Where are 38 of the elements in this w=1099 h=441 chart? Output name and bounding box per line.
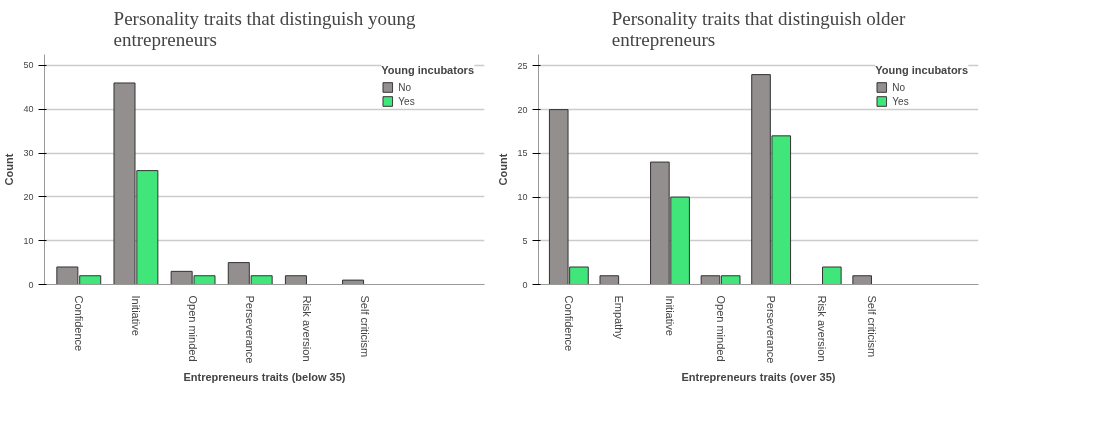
x-axis-title: Entrepreneurs traits (over 35)	[681, 371, 836, 384]
y-tick-label: 0	[522, 279, 528, 290]
y-tick-label: 40	[23, 104, 34, 115]
y-tick-label: 5	[522, 235, 528, 246]
y-tick-label: 50	[23, 60, 34, 71]
legend-label: No	[892, 81, 907, 93]
y-axis-title: Count	[3, 153, 16, 186]
y-tick-label: 20	[517, 104, 528, 115]
x-tick-label: Self criticism	[358, 295, 371, 358]
y-tick-label: 10	[517, 192, 528, 203]
chart-title: Personality traits that distinguish young entrepreneurs	[113, 7, 416, 50]
y-tick-label: 30	[23, 148, 34, 159]
legend-label: Yes	[892, 95, 910, 107]
y-tick-label: 10	[23, 235, 34, 246]
x-tick-label: Initiative	[129, 295, 142, 336]
legend-title: Young incubators	[875, 64, 968, 76]
bar	[822, 266, 842, 285]
legend-title: Young incubators	[381, 64, 474, 76]
x-tick-label: Risk aversion	[301, 295, 314, 362]
chart-title: Personality traits that distinguish older entrepreneurs	[611, 7, 906, 50]
x-tick-label: Perseverance	[765, 295, 778, 364]
x-tick-label: Open minded	[187, 295, 200, 362]
x-tick-label: Self criticism	[866, 295, 879, 358]
x-tick-label: Confidence	[562, 295, 575, 352]
y-tick-label: 20	[23, 191, 34, 202]
y-axis-title: Count	[497, 153, 510, 186]
x-tick-label: Initiative	[663, 295, 676, 336]
x-axis-title: Entrepreneurs traits (below 35)	[183, 371, 346, 384]
x-tick-label: Perseverance	[244, 295, 257, 364]
y-tick-label: 25	[517, 60, 528, 71]
legend-label: Yes	[398, 95, 416, 107]
x-tick-label: Empathy	[613, 295, 626, 340]
x-tick-label: Open minded	[714, 295, 727, 362]
y-tick-label: 0	[28, 279, 34, 290]
x-tick-label: Confidence	[72, 295, 85, 352]
x-tick-label: Risk aversion	[815, 295, 828, 362]
legend-label: No	[398, 81, 413, 93]
y-tick-label: 15	[517, 148, 528, 159]
